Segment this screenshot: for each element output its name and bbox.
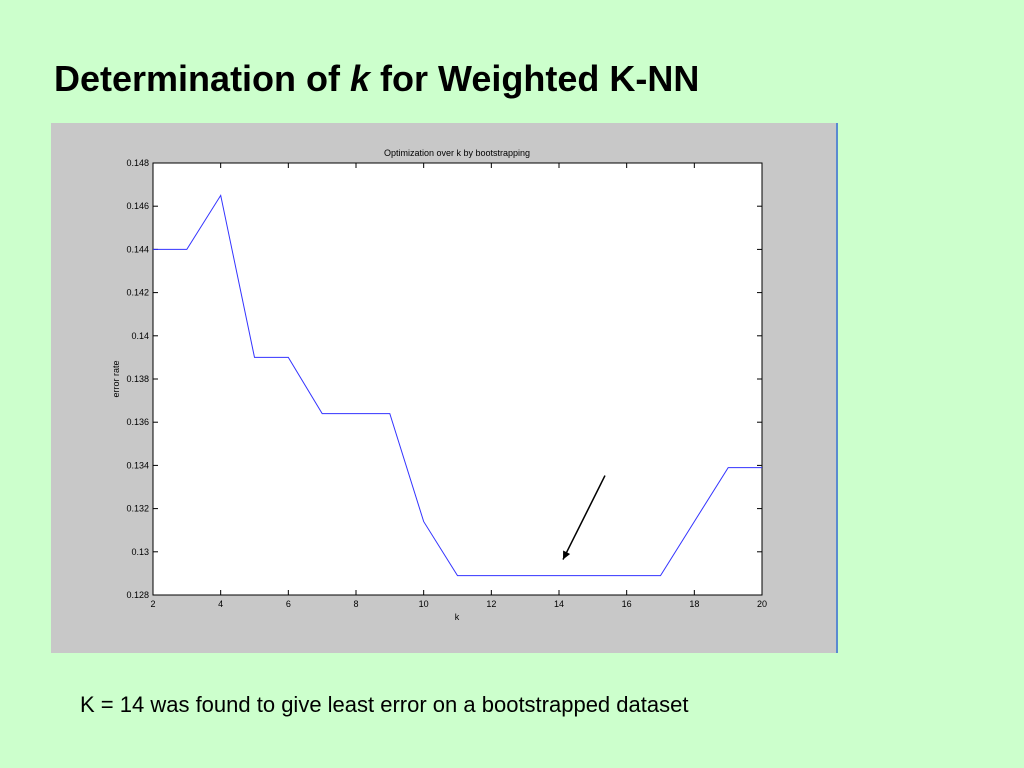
y-tick-label: 0.128 bbox=[126, 590, 149, 600]
x-tick-label: 8 bbox=[353, 599, 358, 609]
chart-title: Optimization over k by bootstrapping bbox=[384, 148, 530, 158]
x-tick-label: 6 bbox=[286, 599, 291, 609]
x-tick-label: 20 bbox=[757, 599, 767, 609]
caption: K = 14 was found to give least error on … bbox=[80, 692, 689, 717]
title-suffix: for Weighted K-NN bbox=[370, 58, 700, 99]
x-tick-label: 2 bbox=[150, 599, 155, 609]
y-tick-label: 0.142 bbox=[126, 288, 149, 298]
x-tick-label: 10 bbox=[419, 599, 429, 609]
y-tick-label: 0.138 bbox=[126, 374, 149, 384]
y-tick-label: 0.146 bbox=[126, 201, 149, 211]
title-prefix: Determination of bbox=[54, 58, 351, 99]
error-rate-chart: Optimization over k by bootstrapping k e… bbox=[111, 148, 767, 622]
x-tick-label: 4 bbox=[218, 599, 223, 609]
annotation-arrow-head bbox=[563, 550, 571, 560]
slide-title: Determination of k for Weighted K-NN bbox=[54, 58, 699, 100]
y-axis-label: error rate bbox=[111, 360, 121, 397]
x-tick-label: 12 bbox=[486, 599, 496, 609]
y-tick-label: 0.14 bbox=[131, 331, 149, 341]
x-tick-label: 18 bbox=[689, 599, 699, 609]
x-axis-label: k bbox=[455, 612, 460, 622]
annotation-arrow-shaft bbox=[562, 475, 606, 560]
y-tick-label: 0.144 bbox=[126, 244, 149, 254]
plot-area bbox=[152, 162, 763, 596]
y-tick-label: 0.136 bbox=[126, 417, 149, 427]
matlab-figure: Optimization over k by bootstrapping k e… bbox=[51, 123, 838, 653]
error-rate-line bbox=[153, 194, 762, 577]
x-tick-label: 16 bbox=[622, 599, 632, 609]
title-variable: k bbox=[350, 58, 371, 99]
x-tick-label: 14 bbox=[554, 599, 564, 609]
y-tick-label: 0.13 bbox=[131, 547, 149, 557]
y-tick-label: 0.134 bbox=[126, 460, 149, 470]
y-tick-label: 0.148 bbox=[126, 158, 149, 168]
y-tick-label: 0.132 bbox=[126, 504, 149, 514]
